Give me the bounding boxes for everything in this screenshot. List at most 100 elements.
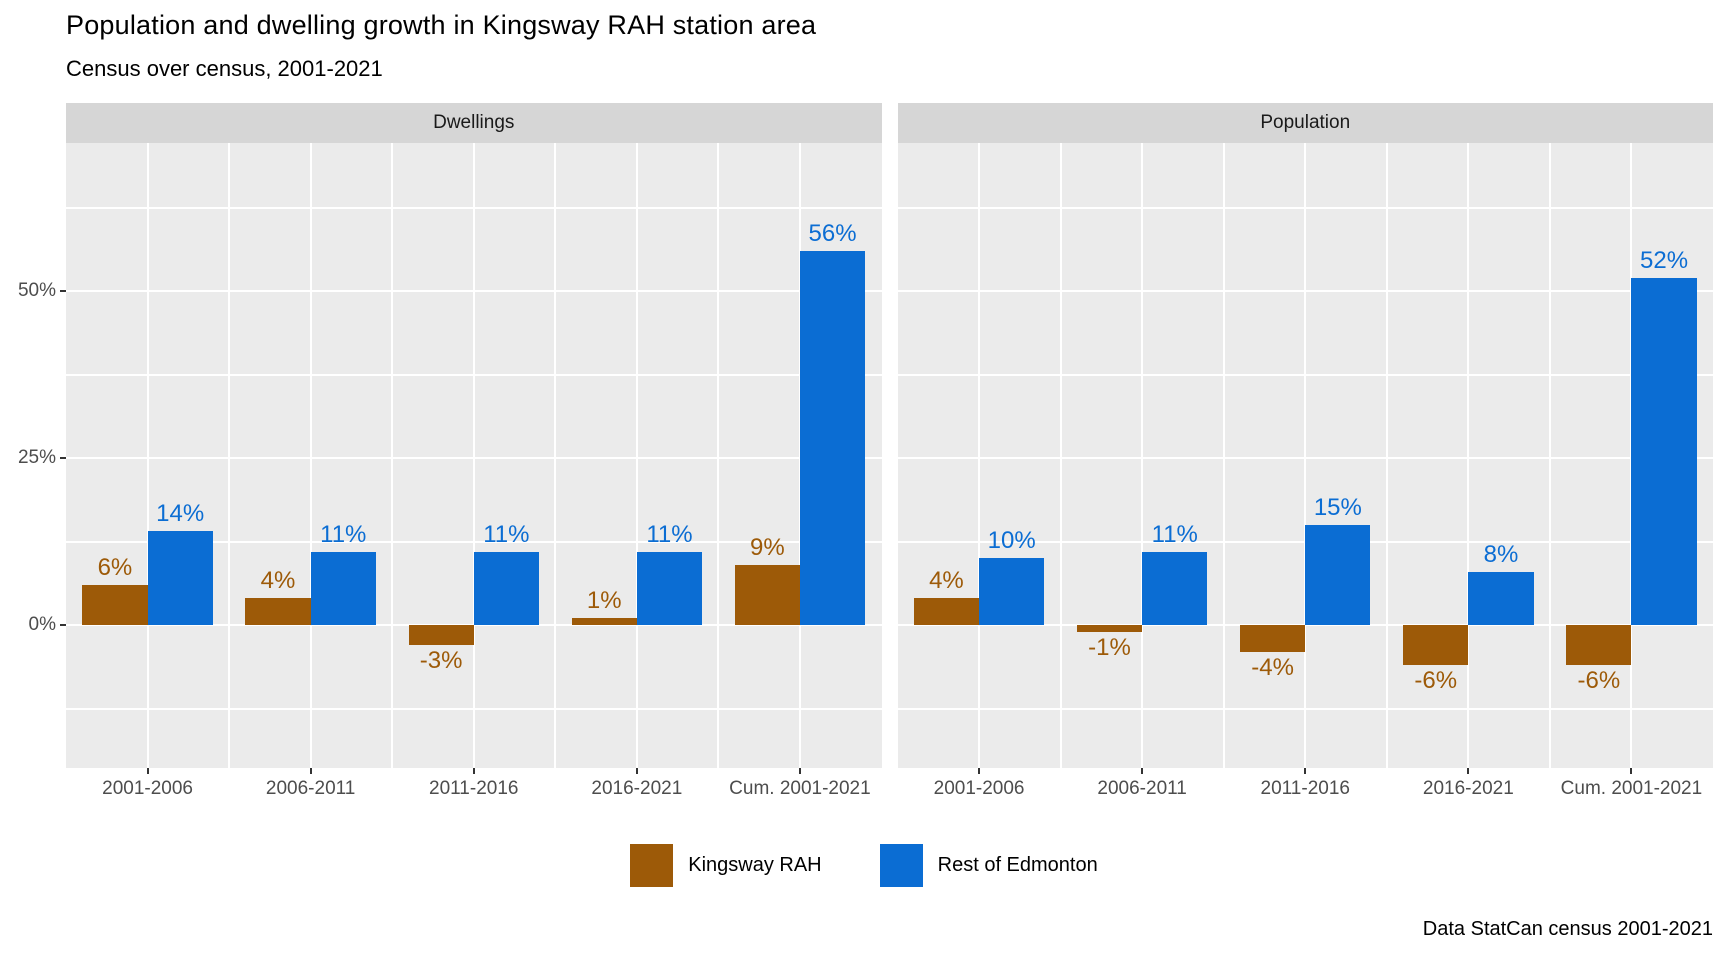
x-axis-tick-label: Cum. 2001-2021 bbox=[1560, 778, 1703, 799]
x-axis-tick-label: 2001-2006 bbox=[933, 778, 1025, 799]
bar-value-label: 4% bbox=[260, 567, 296, 595]
facet-strip-population: Population bbox=[897, 103, 1713, 143]
bar-value-label: 4% bbox=[929, 567, 964, 595]
bar-rest-of-edmonton-2011-2016 bbox=[1305, 524, 1371, 625]
legend: Kingsway RAH Rest of Edmonton bbox=[0, 843, 1728, 887]
bar-rest-of-edmonton-2001-2006 bbox=[147, 531, 213, 625]
gridline-major-x bbox=[1467, 143, 1470, 768]
panel-population: 4% 10% -1% 11% -4% 15% -6% 8% -6% 52% bbox=[897, 143, 1713, 768]
bar-value-label: -4% bbox=[1251, 653, 1294, 681]
legend-item-rest-of-edmonton: Rest of Edmonton bbox=[879, 843, 1098, 887]
bar-rest-of-edmonton-2006-2011 bbox=[1142, 551, 1208, 625]
bar-value-label: 11% bbox=[646, 520, 693, 548]
bar-value-label: 15% bbox=[1313, 493, 1362, 521]
bar-value-label: 56% bbox=[808, 219, 857, 247]
chart-caption: Data StatCan census 2001-2021 bbox=[1422, 918, 1713, 940]
bar-value-label: -6% bbox=[1577, 667, 1621, 695]
x-axis-tick bbox=[1141, 768, 1144, 774]
x-axis-tick bbox=[309, 768, 312, 774]
gridline-major-x bbox=[1304, 143, 1307, 768]
x-axis-tick-label: 2016-2021 bbox=[1422, 778, 1514, 799]
x-axis-tick bbox=[1304, 768, 1307, 774]
facet-strip-label: Dwellings bbox=[433, 112, 515, 133]
chart-subtitle: Census over census, 2001-2021 bbox=[66, 56, 383, 81]
y-axis-tick bbox=[60, 457, 66, 459]
bar-kingsway-rah-cum-2001-2021 bbox=[734, 564, 800, 625]
bar-value-label: 9% bbox=[749, 533, 785, 561]
bar-value-label: 11% bbox=[320, 520, 367, 548]
y-axis-tick-label: 0% bbox=[28, 614, 56, 635]
facet-strip-label: Population bbox=[1260, 112, 1351, 133]
bar-value-label: -3% bbox=[419, 647, 463, 675]
legend-label: Rest of Edmonton bbox=[937, 853, 1098, 876]
panel-dwellings: 6% 14% 4% 11% -3% 11% 1% 11% 9% 56% bbox=[66, 143, 882, 768]
bar-rest-of-edmonton-2016-2021 bbox=[636, 551, 703, 625]
x-axis-tick bbox=[798, 768, 801, 774]
gridline-major-x bbox=[978, 143, 981, 768]
bar-kingsway-rah-2001-2006 bbox=[913, 598, 980, 625]
bar-value-label: 8% bbox=[1483, 540, 1519, 568]
x-axis-tick-label: 2016-2021 bbox=[591, 778, 683, 799]
bar-value-label: 11% bbox=[1151, 520, 1198, 548]
bar-value-label: 11% bbox=[483, 520, 530, 548]
bar-value-label: 10% bbox=[987, 527, 1036, 555]
legend-item-kingsway-rah: Kingsway RAH bbox=[630, 843, 822, 887]
gridline-major-x bbox=[309, 143, 312, 768]
bar-kingsway-rah-2001-2006 bbox=[82, 584, 148, 625]
plot-area: Dwellings 6% 14% 4% 11% -3% 11% 1% 11% 9% 56% 2001-… bbox=[66, 103, 1713, 813]
bar-value-label: -6% bbox=[1414, 667, 1458, 695]
bar-kingsway-rah-cum-2001-2021 bbox=[1566, 625, 1632, 666]
bar-rest-of-edmonton-2011-2016 bbox=[473, 551, 539, 625]
x-axis-tick-label: 2011-2016 bbox=[1260, 778, 1350, 799]
x-axis-tick bbox=[1630, 768, 1633, 774]
bar-value-label: 6% bbox=[97, 553, 133, 581]
gridline-major-x bbox=[146, 143, 149, 768]
x-axis-tick bbox=[1467, 768, 1470, 774]
bar-value-label: -1% bbox=[1088, 633, 1131, 661]
facet-population: Population 4% 10% -1% 11% -4% 15% -6% 8% -6% 52% 20… bbox=[897, 103, 1713, 813]
bar-kingsway-rah-2016-2021 bbox=[1403, 625, 1469, 666]
bar-value-label: 14% bbox=[156, 500, 205, 528]
bar-kingsway-rah-2006-2011 bbox=[245, 598, 311, 625]
y-axis-tick-label: 50% bbox=[17, 280, 56, 301]
legend-swatch-kingsway-rah bbox=[630, 843, 674, 887]
bar-value-label: 52% bbox=[1640, 246, 1689, 274]
chart-title: Population and dwelling growth in Kingsw… bbox=[66, 10, 817, 40]
x-axis-tick-label: 2011-2016 bbox=[429, 778, 519, 799]
bar-kingsway-rah-2006-2011 bbox=[1076, 625, 1143, 632]
gridline-minor-x bbox=[554, 143, 557, 768]
x-axis-tick bbox=[472, 768, 475, 774]
gridline-minor-x bbox=[391, 143, 394, 768]
x-axis-tick bbox=[635, 768, 638, 774]
bar-rest-of-edmonton-2001-2006 bbox=[979, 558, 1045, 625]
bar-kingsway-rah-2011-2016 bbox=[1240, 625, 1306, 652]
gridline-minor-x bbox=[1059, 143, 1062, 768]
bar-value-label: 1% bbox=[586, 587, 622, 615]
x-axis-tick-label: Cum. 2001-2021 bbox=[729, 778, 871, 799]
x-axis-tick-label: 2006-2011 bbox=[1097, 778, 1187, 799]
x-axis-tick bbox=[146, 768, 149, 774]
bar-rest-of-edmonton-cum-2001-2021 bbox=[799, 250, 866, 625]
bar-rest-of-edmonton-cum-2001-2021 bbox=[1631, 277, 1697, 625]
legend-label: Kingsway RAH bbox=[688, 853, 822, 876]
gridline-major-x bbox=[635, 143, 638, 768]
bar-kingsway-rah-2016-2021 bbox=[571, 618, 637, 625]
legend-swatch-rest-of-edmonton bbox=[879, 843, 923, 887]
x-axis-tick bbox=[978, 768, 981, 774]
y-axis-tick-label: 25% bbox=[17, 447, 56, 468]
x-axis-tick-label: 2006-2011 bbox=[265, 778, 356, 799]
facet-dwellings: Dwellings 6% 14% 4% 11% -3% 11% 1% 11% 9% 56% 2001-… bbox=[66, 103, 882, 813]
bar-rest-of-edmonton-2016-2021 bbox=[1468, 571, 1534, 625]
gridline-minor-x bbox=[717, 143, 720, 768]
gridline-minor-x bbox=[1548, 143, 1551, 768]
gridline-minor-x bbox=[1222, 143, 1225, 768]
gridline-minor-x bbox=[228, 143, 231, 768]
bar-rest-of-edmonton-2006-2011 bbox=[310, 551, 376, 625]
y-axis-tick bbox=[60, 290, 66, 292]
bar-kingsway-rah-2011-2016 bbox=[408, 625, 474, 646]
gridline-minor-x bbox=[1385, 143, 1388, 768]
gridline-major-x bbox=[1141, 143, 1144, 768]
facet-strip-dwellings: Dwellings bbox=[66, 103, 882, 143]
x-axis-tick-label: 2001-2006 bbox=[102, 778, 193, 799]
